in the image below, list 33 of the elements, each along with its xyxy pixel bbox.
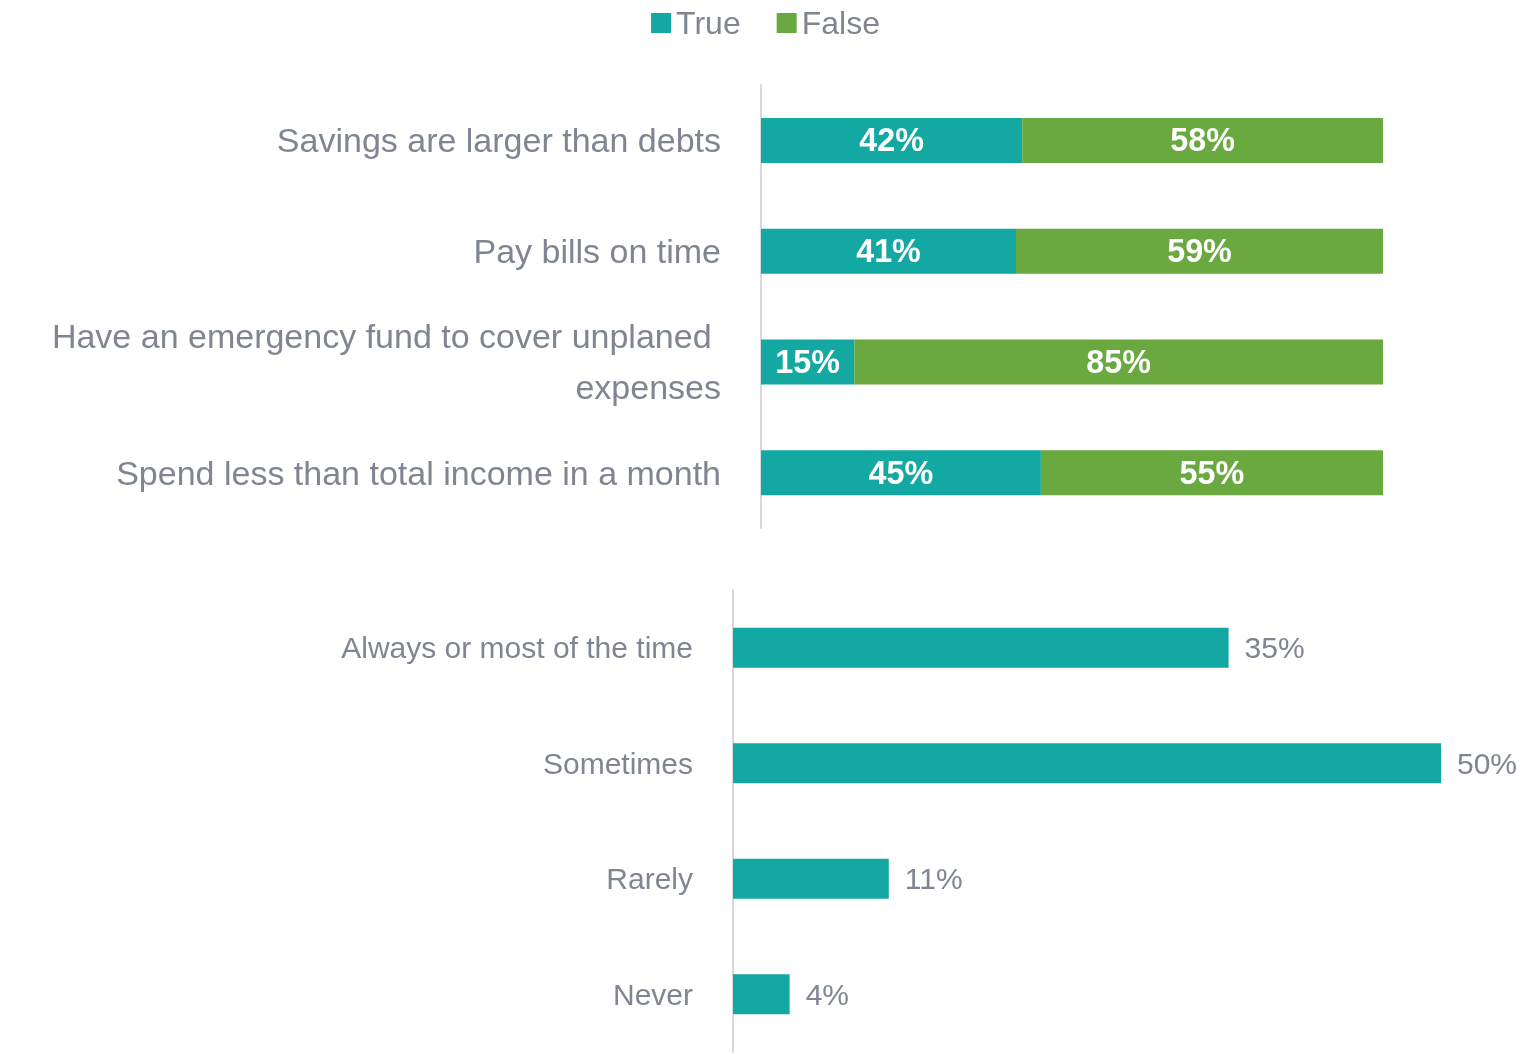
data-label: 42% <box>859 122 924 159</box>
bar <box>1022 117 1383 163</box>
data-label: 35% <box>1244 631 1305 665</box>
bar <box>761 117 1023 163</box>
data-label: 59% <box>1167 233 1232 270</box>
data-label: 41% <box>856 233 921 270</box>
data-label: 85% <box>1086 343 1151 380</box>
bar <box>854 339 1383 385</box>
legend-label: True <box>676 5 741 41</box>
y-tick-label: Spend less than total income in a month <box>116 453 721 492</box>
bar <box>1040 450 1383 496</box>
bar <box>733 974 790 1015</box>
y-tick-label: Sometimes <box>542 746 693 780</box>
data-label: 11% <box>904 862 963 896</box>
y-tick-label: Never <box>612 977 693 1011</box>
data-label: 4% <box>805 977 849 1011</box>
y-tick-label: Rarely <box>606 862 693 896</box>
data-label: 55% <box>1179 454 1245 491</box>
y-tick-label: Have an emergency fund to cover unplaned expenses <box>51 317 721 407</box>
data-label: 50% <box>1457 746 1518 780</box>
data-label: 15% <box>775 343 840 380</box>
y-tick-label: Always or most of the time <box>341 631 693 665</box>
bar <box>733 858 889 899</box>
legend-label: False <box>801 5 880 41</box>
data-label: 58% <box>1170 122 1235 159</box>
y-tick-label: Pay bills on time <box>473 232 721 271</box>
bar <box>733 627 1229 668</box>
bar <box>761 450 1041 496</box>
data-label: 45% <box>868 454 934 491</box>
bar <box>733 743 1441 784</box>
y-tick-label: Savings are larger than debts <box>276 121 721 160</box>
bar <box>761 228 1017 274</box>
bar <box>1016 228 1383 274</box>
